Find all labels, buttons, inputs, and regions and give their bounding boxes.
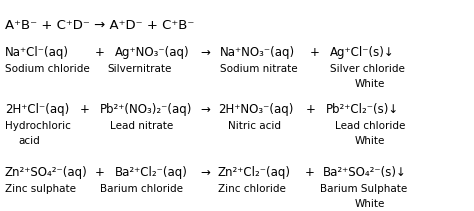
Text: +: + [95, 46, 105, 59]
Text: Ag⁺NO₃⁻(aq): Ag⁺NO₃⁻(aq) [115, 46, 190, 59]
Text: Na⁺Cl⁻(aq): Na⁺Cl⁻(aq) [5, 46, 69, 59]
Text: →: → [200, 46, 210, 59]
Text: Zn²⁺Cl₂⁻(aq): Zn²⁺Cl₂⁻(aq) [218, 166, 291, 179]
Text: →: → [200, 166, 210, 179]
Text: +: + [95, 166, 105, 179]
Text: Nitric acid: Nitric acid [228, 121, 281, 131]
Text: A⁺B⁻ + C⁺D⁻ → A⁺D⁻ + C⁺B⁻: A⁺B⁻ + C⁺D⁻ → A⁺D⁻ + C⁺B⁻ [5, 19, 194, 32]
Text: Zn²⁺SO₄²⁻(aq): Zn²⁺SO₄²⁻(aq) [5, 166, 88, 179]
Text: +: + [80, 103, 90, 116]
Text: +: + [310, 46, 320, 59]
Text: Ba²⁺Cl₂⁻(aq): Ba²⁺Cl₂⁻(aq) [115, 166, 188, 179]
Text: Ba²⁺SO₄²⁻(s)↓: Ba²⁺SO₄²⁻(s)↓ [323, 166, 407, 179]
Text: Pb²⁺Cl₂⁻(s)↓: Pb²⁺Cl₂⁻(s)↓ [326, 103, 399, 116]
Text: acid: acid [18, 136, 40, 146]
Text: →: → [200, 103, 210, 116]
Text: +: + [305, 166, 315, 179]
Text: Sodium chloride: Sodium chloride [5, 64, 90, 74]
Text: Zinc sulphate: Zinc sulphate [5, 184, 76, 194]
Text: Hydrochloric: Hydrochloric [5, 121, 71, 131]
Text: Na⁺NO₃⁻(aq): Na⁺NO₃⁻(aq) [220, 46, 295, 59]
Text: Lead chloride: Lead chloride [335, 121, 405, 131]
Text: White: White [355, 136, 385, 146]
Text: White: White [355, 199, 385, 209]
Text: Silvernitrate: Silvernitrate [107, 64, 172, 74]
Text: Barium Sulphate: Barium Sulphate [320, 184, 407, 194]
Text: +: + [306, 103, 316, 116]
Text: Zinc chloride: Zinc chloride [218, 184, 286, 194]
Text: Pb²⁺(NO₃)₂⁻(aq): Pb²⁺(NO₃)₂⁻(aq) [100, 103, 192, 116]
Text: White: White [355, 79, 385, 89]
Text: Barium chloride: Barium chloride [100, 184, 183, 194]
Text: Sodium nitrate: Sodium nitrate [220, 64, 298, 74]
Text: Lead nitrate: Lead nitrate [110, 121, 173, 131]
Text: 2H⁺NO₃⁻(aq): 2H⁺NO₃⁻(aq) [218, 103, 293, 116]
Text: 2H⁺Cl⁻(aq): 2H⁺Cl⁻(aq) [5, 103, 69, 116]
Text: Ag⁺Cl⁻(s)↓: Ag⁺Cl⁻(s)↓ [330, 46, 395, 59]
Text: Silver chloride: Silver chloride [330, 64, 405, 74]
